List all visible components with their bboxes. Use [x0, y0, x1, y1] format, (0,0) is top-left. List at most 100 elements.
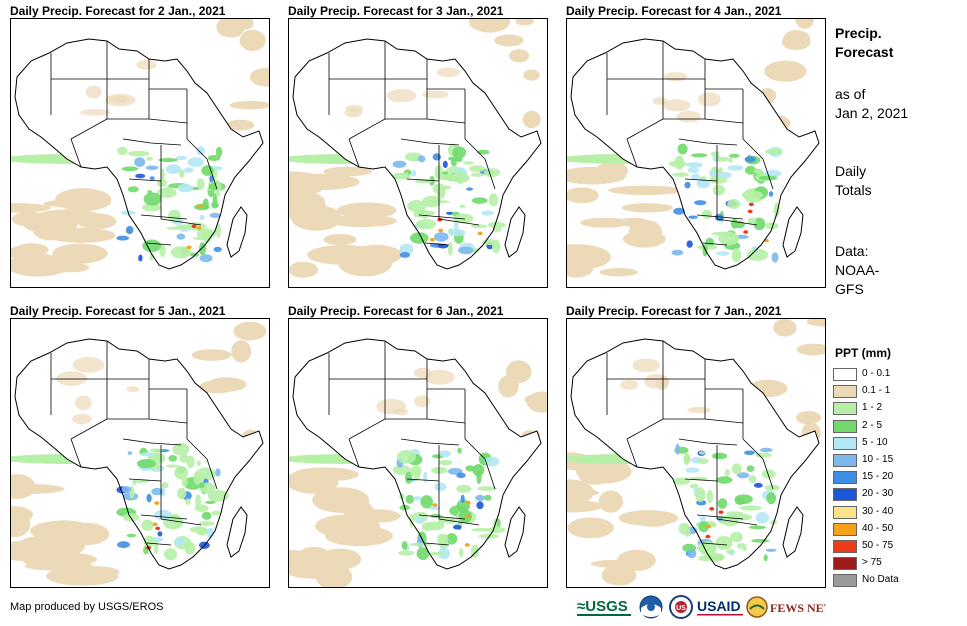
noaa-logo [638, 594, 666, 620]
precip-cell [677, 143, 688, 155]
ocean-precip-patch [239, 29, 266, 51]
precip-cell [196, 178, 205, 190]
heavy-precip-cell [477, 231, 483, 236]
ocean-precip-patch [46, 566, 119, 586]
precip-cell [117, 146, 128, 155]
country-border [348, 418, 386, 440]
precip-cell [476, 501, 484, 510]
ocean-precip-patch [781, 34, 811, 50]
ocean-precip-patch [289, 472, 331, 487]
legend-title: PPT (mm) [835, 346, 892, 360]
ocean-precip-patch [567, 187, 599, 204]
country-borders [50, 341, 218, 546]
precip-cell [694, 200, 707, 206]
ocean-precip-patch [567, 258, 594, 278]
precip-cell [151, 487, 163, 496]
land-precip-patch [436, 67, 460, 78]
data-line2: NOAA- [835, 262, 880, 278]
country-border [704, 418, 744, 424]
country-border [140, 214, 188, 220]
land-precip-patch [652, 97, 668, 105]
precip-cell [471, 528, 492, 532]
ocean-precip-patch [249, 67, 269, 87]
land-precip-patch [664, 72, 688, 82]
precip-cell [165, 184, 172, 198]
africa-coastline [14, 38, 264, 270]
ocean-precip-patch [773, 319, 797, 337]
precip-map [566, 18, 826, 288]
ocean-precip-patch [764, 60, 807, 82]
ocean-precip-patch [11, 211, 48, 227]
heavy-precip-cell [191, 224, 197, 229]
ocean-precip-patch [11, 203, 52, 213]
precip-cell [695, 487, 706, 502]
country-border [418, 214, 466, 220]
ocean-precip-patch [231, 340, 252, 363]
precip-cell [428, 506, 441, 510]
precip-cell [185, 498, 191, 505]
precip-cell [165, 164, 182, 174]
land-precip-patch [126, 386, 140, 393]
precip-cell [460, 494, 465, 503]
precip-cell [446, 211, 454, 215]
precip-cell [674, 155, 685, 170]
ocean-precip-patch [522, 110, 541, 129]
precip-cell [116, 235, 129, 241]
precip-cell [121, 486, 132, 493]
legend-label: 5 - 10 [862, 436, 888, 448]
land-precip-patch [413, 367, 432, 379]
forecast-panel-jan-3: Daily Precip. Forecast for 3 Jan., 2021 [288, 3, 548, 289]
precip-map-graphic [567, 319, 825, 586]
fewsnet-logo-text: FEWS NET [770, 601, 826, 615]
precip-cell [459, 547, 464, 558]
precip-cell [471, 197, 488, 204]
precip-cell [716, 251, 730, 256]
precip-cell [699, 516, 706, 522]
ocean-precip-patch [11, 484, 65, 494]
country-border [464, 438, 486, 460]
country-border [128, 178, 162, 182]
precip-cell [177, 183, 194, 193]
forecast-panel-jan-7: Daily Precip. Forecast for 7 Jan., 2021 [566, 303, 826, 589]
precip-cell [672, 172, 690, 177]
ocean-precip-patch [795, 411, 822, 425]
ocean-precip-patch [323, 166, 372, 177]
legend-item: > 75 [833, 555, 913, 572]
precip-cell [427, 552, 446, 556]
ocean-precip-patch [795, 19, 814, 29]
precip-cell [458, 246, 474, 255]
precip-cell [678, 522, 690, 535]
precip-cell [748, 525, 767, 530]
country-border [484, 458, 496, 490]
legend-swatch [833, 385, 857, 399]
ocean-precip-patch [601, 564, 637, 586]
ocean-precip-patch [43, 199, 112, 208]
precip-cell [684, 181, 691, 189]
precip-cell [163, 548, 178, 561]
precip-cell [687, 548, 697, 559]
precip-cell [452, 146, 466, 159]
land-precip-patch [424, 369, 455, 385]
precip-cell [712, 184, 725, 196]
heavy-precip-cell [718, 510, 724, 514]
precip-cell [153, 540, 159, 555]
precip-cell [747, 217, 757, 225]
legend-swatch [833, 522, 857, 536]
forecast-panel-jan-2: Daily Precip. Forecast for 2 Jan., 2021 [10, 3, 270, 289]
ocean-precip-patch [289, 193, 326, 219]
precip-map [288, 18, 548, 288]
precip-cell [167, 209, 181, 223]
precip-map-graphic [11, 19, 269, 277]
precip-cell [415, 516, 425, 524]
country-border [128, 478, 162, 482]
precip-cell [736, 543, 747, 549]
precip-cell [196, 460, 201, 467]
precip-cell [718, 231, 739, 246]
precip-cell [141, 519, 154, 531]
country-border [424, 242, 450, 246]
precip-cell [727, 199, 741, 209]
precip-cell [416, 219, 436, 230]
precip-cell [193, 236, 212, 241]
legend-label: 1 - 2 [862, 402, 883, 414]
legend-swatch [833, 574, 857, 588]
